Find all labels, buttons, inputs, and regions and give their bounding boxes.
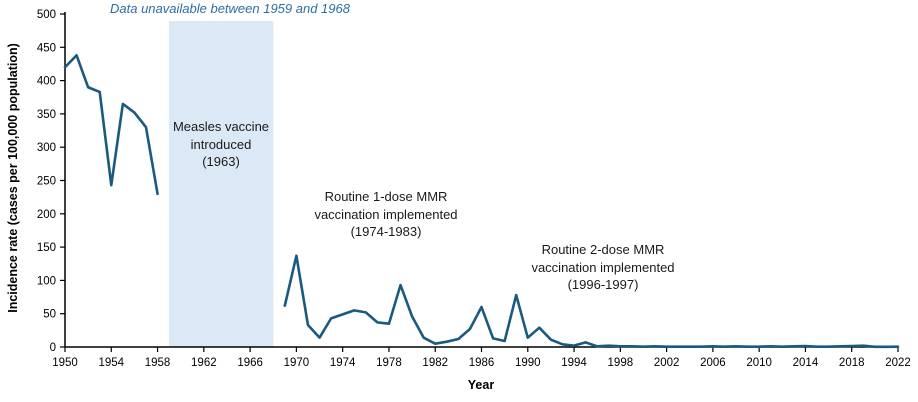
x-tick-label: 1986 bbox=[469, 357, 495, 369]
y-tick-label: 500 bbox=[37, 9, 56, 21]
y-tick-label: 50 bbox=[43, 309, 56, 321]
x-tick-label: 1958 bbox=[145, 357, 171, 369]
annotation-data-unavailable: Data unavailable between 1959 and 1968 bbox=[110, 1, 350, 16]
x-tick-label: 1974 bbox=[330, 357, 356, 369]
x-tick-label: 1978 bbox=[376, 357, 402, 369]
series-post-gap bbox=[283, 254, 900, 349]
x-tick-label: 1950 bbox=[52, 357, 78, 369]
annotation-vaccine-introduced: Measles vaccine introduced (1963) bbox=[172, 119, 270, 170]
x-tick-label: 1970 bbox=[284, 357, 310, 369]
x-tick-label: 1982 bbox=[422, 357, 448, 369]
x-tick-label: 1990 bbox=[515, 357, 541, 369]
x-axis-title: Year bbox=[467, 378, 495, 392]
y-axis-title: Incidence rate (cases per 100,000 popula… bbox=[6, 43, 20, 313]
y-tick-label: 0 bbox=[50, 342, 56, 354]
x-tick-label: 2014 bbox=[793, 357, 819, 369]
y-tick-label: 150 bbox=[37, 242, 56, 254]
x-tick-label: 2006 bbox=[700, 357, 726, 369]
y-tick-label: 400 bbox=[37, 76, 56, 88]
y-tick-label: 250 bbox=[37, 176, 56, 188]
y-tick-label: 350 bbox=[37, 109, 56, 121]
y-tick-label: 200 bbox=[37, 209, 56, 221]
x-tick-label: 1998 bbox=[608, 357, 634, 369]
y-tick-label: 300 bbox=[37, 142, 56, 154]
x-tick-label: 1962 bbox=[191, 357, 217, 369]
annotation-two-dose-mmr: Routine 2-dose MMR vaccination implement… bbox=[531, 242, 675, 293]
x-tick-label: 1994 bbox=[561, 357, 587, 369]
gap-band bbox=[169, 21, 274, 347]
x-tick-label: 1966 bbox=[237, 357, 263, 369]
x-tick-label: 2010 bbox=[746, 357, 772, 369]
annotation-one-dose-mmr: Routine 1-dose MMR vaccination implement… bbox=[314, 189, 458, 240]
x-tick-label: 2002 bbox=[654, 357, 680, 369]
y-tick-label: 100 bbox=[37, 275, 56, 287]
x-tick-label: 1954 bbox=[98, 357, 124, 369]
series-pre-gap bbox=[63, 53, 159, 196]
y-tick-label: 450 bbox=[37, 42, 56, 54]
x-tick-label: 2022 bbox=[885, 357, 911, 369]
x-tick-label: 2018 bbox=[839, 357, 865, 369]
